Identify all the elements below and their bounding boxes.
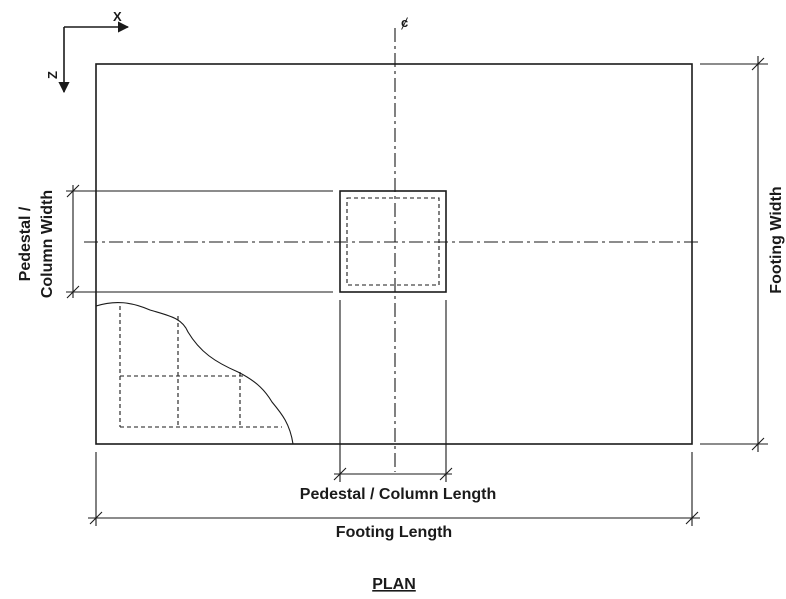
footing-width-dimension: Footing Width <box>700 56 785 452</box>
footing-width-tick-bottom <box>751 437 765 451</box>
pedestal-length-tick-left <box>333 467 347 481</box>
pedestal-length-tick-right <box>439 467 453 481</box>
break-line <box>95 301 294 445</box>
footing-width-tick-top <box>751 57 765 71</box>
z-axis-label: Z <box>45 71 60 79</box>
pedestal-length-label: Pedestal / Column Length <box>300 486 496 503</box>
footing-length-tick-right <box>685 511 699 525</box>
pedestal-width-label-line2: Column Width <box>39 190 56 298</box>
pedestal-width-label-line1: Pedestal / <box>17 206 34 281</box>
footing-outline <box>95 63 693 445</box>
centerline-symbol: ȼ <box>401 15 408 30</box>
coordinate-axes: X Z <box>45 9 130 94</box>
footing-length-label: Footing Length <box>336 524 452 541</box>
footing-length-dimension: Footing Length <box>88 452 700 541</box>
pedestal-width-tick-bottom <box>66 285 80 299</box>
pedestal-length-dimension: Pedestal / Column Length <box>300 300 496 503</box>
x-axis-label: X <box>113 9 122 24</box>
pedestal-width-tick-top <box>66 184 80 198</box>
footing-width-label: Footing Width <box>768 186 785 293</box>
reinforcement-cutaway <box>95 301 294 445</box>
footing-length-tick-left <box>89 511 103 525</box>
pedestal-width-dimension: Pedestal / Column Width <box>17 184 333 299</box>
rebar-grid-hidden <box>119 306 282 428</box>
view-title: PLAN <box>372 576 416 593</box>
